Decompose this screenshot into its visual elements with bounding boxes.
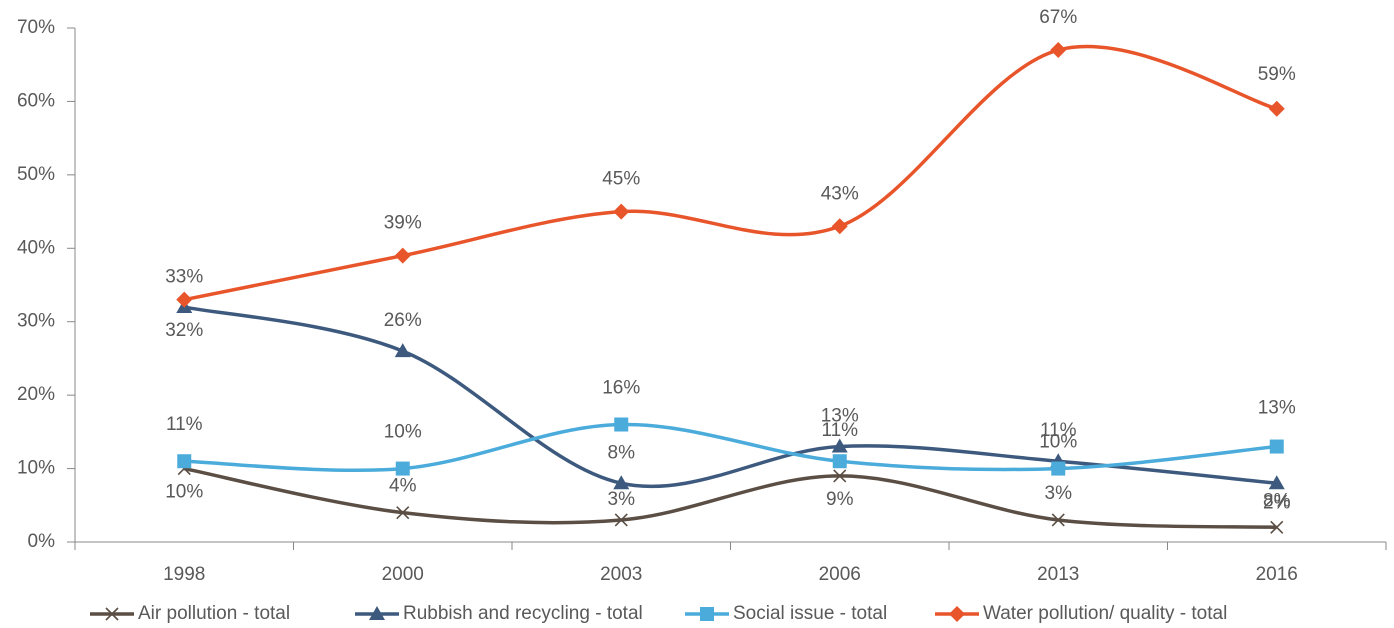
legend-label: Air pollution - total xyxy=(138,603,290,624)
y-tick-label: 10% xyxy=(17,458,55,479)
y-tick-label: 30% xyxy=(17,311,55,332)
legend-marker xyxy=(105,607,119,621)
data-label: 8% xyxy=(608,442,636,463)
data-point xyxy=(831,218,848,235)
data-point xyxy=(394,247,411,264)
y-tick-label: 20% xyxy=(17,384,55,405)
data-label: 11% xyxy=(1040,420,1077,441)
y-tick-label: 60% xyxy=(17,90,55,111)
legend-marker xyxy=(949,606,965,622)
data-label: 13% xyxy=(821,406,859,427)
x-tick-label: 2013 xyxy=(1037,564,1079,585)
data-point xyxy=(1050,42,1067,59)
data-point xyxy=(177,454,192,469)
series-line xyxy=(184,422,1277,473)
legend-marker xyxy=(369,606,385,620)
y-tick-label: 0% xyxy=(28,531,56,552)
data-point xyxy=(1051,513,1065,527)
data-label: 67% xyxy=(1039,7,1077,28)
data-label: 39% xyxy=(384,213,422,234)
y-tick-label: 50% xyxy=(17,164,55,185)
data-label: 26% xyxy=(384,310,422,331)
data-point xyxy=(614,513,628,527)
y-tick-label: 70% xyxy=(17,17,55,38)
data-point xyxy=(1269,439,1284,454)
data-label: 10% xyxy=(165,482,203,503)
data-point xyxy=(614,417,629,432)
data-label: 10% xyxy=(384,422,422,443)
data-label: 13% xyxy=(1258,398,1296,419)
data-label: 16% xyxy=(602,378,640,399)
data-label: 45% xyxy=(602,169,640,190)
data-label: 9% xyxy=(826,489,854,510)
x-tick-label: 2006 xyxy=(819,564,861,585)
data-point xyxy=(613,203,630,220)
data-point xyxy=(1268,475,1285,490)
data-label: 11% xyxy=(166,414,203,435)
series-line xyxy=(183,466,1277,530)
legend-label: Rubbish and recycling - total xyxy=(403,603,643,624)
legend-label: Water pollution/ quality - total xyxy=(983,603,1227,624)
data-point xyxy=(1270,520,1284,534)
data-label: 59% xyxy=(1258,64,1296,85)
data-label: 11% xyxy=(821,420,858,441)
data-point xyxy=(833,469,847,483)
data-point xyxy=(396,506,410,520)
x-tick-label: 1998 xyxy=(163,564,205,585)
data-label: 32% xyxy=(165,320,203,341)
x-tick-label: 2016 xyxy=(1256,564,1298,585)
data-point xyxy=(395,461,410,476)
data-label: 43% xyxy=(821,183,859,204)
data-label: 10% xyxy=(1039,432,1077,453)
data-label: 3% xyxy=(608,489,636,510)
data-point xyxy=(831,438,848,453)
data-label: 33% xyxy=(165,267,203,288)
y-tick-label: 40% xyxy=(17,237,55,258)
data-label: 4% xyxy=(389,476,417,497)
data-label: 8% xyxy=(1263,490,1291,511)
legend-label: Social issue - total xyxy=(733,603,887,624)
x-tick-label: 2003 xyxy=(600,564,642,585)
data-point xyxy=(1268,100,1285,117)
legend-marker xyxy=(700,607,714,621)
series-line xyxy=(183,44,1278,302)
data-point xyxy=(613,475,630,490)
data-label: 2% xyxy=(1263,492,1291,513)
data-point xyxy=(394,343,411,358)
x-tick-label: 2000 xyxy=(382,564,424,585)
data-point xyxy=(832,454,847,469)
series-line xyxy=(183,305,1277,489)
data-point xyxy=(1051,461,1066,476)
data-label: 3% xyxy=(1045,483,1073,504)
data-point xyxy=(176,291,193,308)
